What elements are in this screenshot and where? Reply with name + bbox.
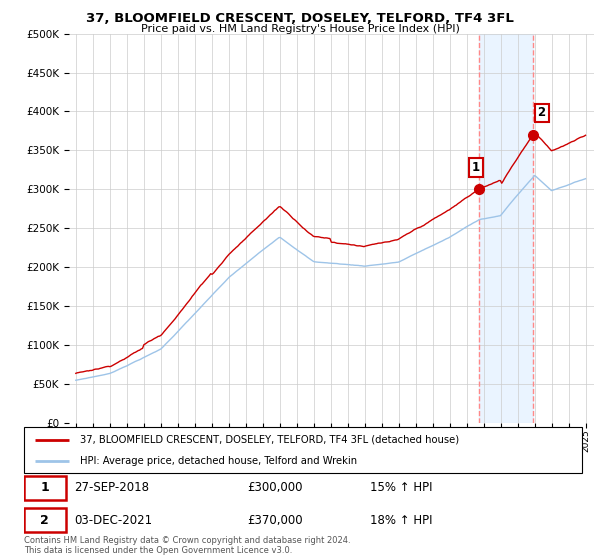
FancyBboxPatch shape — [24, 427, 582, 473]
Text: 2: 2 — [40, 514, 49, 527]
Text: 1: 1 — [472, 161, 480, 174]
Text: Contains HM Land Registry data © Crown copyright and database right 2024.
This d: Contains HM Land Registry data © Crown c… — [24, 536, 350, 556]
Text: HPI: Average price, detached house, Telford and Wrekin: HPI: Average price, detached house, Telf… — [80, 456, 357, 466]
Text: 15% ↑ HPI: 15% ↑ HPI — [370, 481, 433, 494]
Text: 27-SEP-2018: 27-SEP-2018 — [74, 481, 149, 494]
Text: 37, BLOOMFIELD CRESCENT, DOSELEY, TELFORD, TF4 3FL: 37, BLOOMFIELD CRESCENT, DOSELEY, TELFOR… — [86, 12, 514, 25]
Text: 1: 1 — [40, 481, 49, 494]
Text: £300,000: £300,000 — [247, 481, 303, 494]
Text: 03-DEC-2021: 03-DEC-2021 — [74, 514, 152, 527]
Text: 37, BLOOMFIELD CRESCENT, DOSELEY, TELFORD, TF4 3FL (detached house): 37, BLOOMFIELD CRESCENT, DOSELEY, TELFOR… — [80, 435, 459, 445]
Text: £370,000: £370,000 — [247, 514, 303, 527]
Text: 18% ↑ HPI: 18% ↑ HPI — [370, 514, 433, 527]
FancyBboxPatch shape — [24, 475, 66, 500]
Text: 2: 2 — [538, 106, 546, 119]
Bar — [479, 34, 533, 423]
Text: Price paid vs. HM Land Registry's House Price Index (HPI): Price paid vs. HM Land Registry's House … — [140, 24, 460, 34]
FancyBboxPatch shape — [24, 508, 66, 533]
